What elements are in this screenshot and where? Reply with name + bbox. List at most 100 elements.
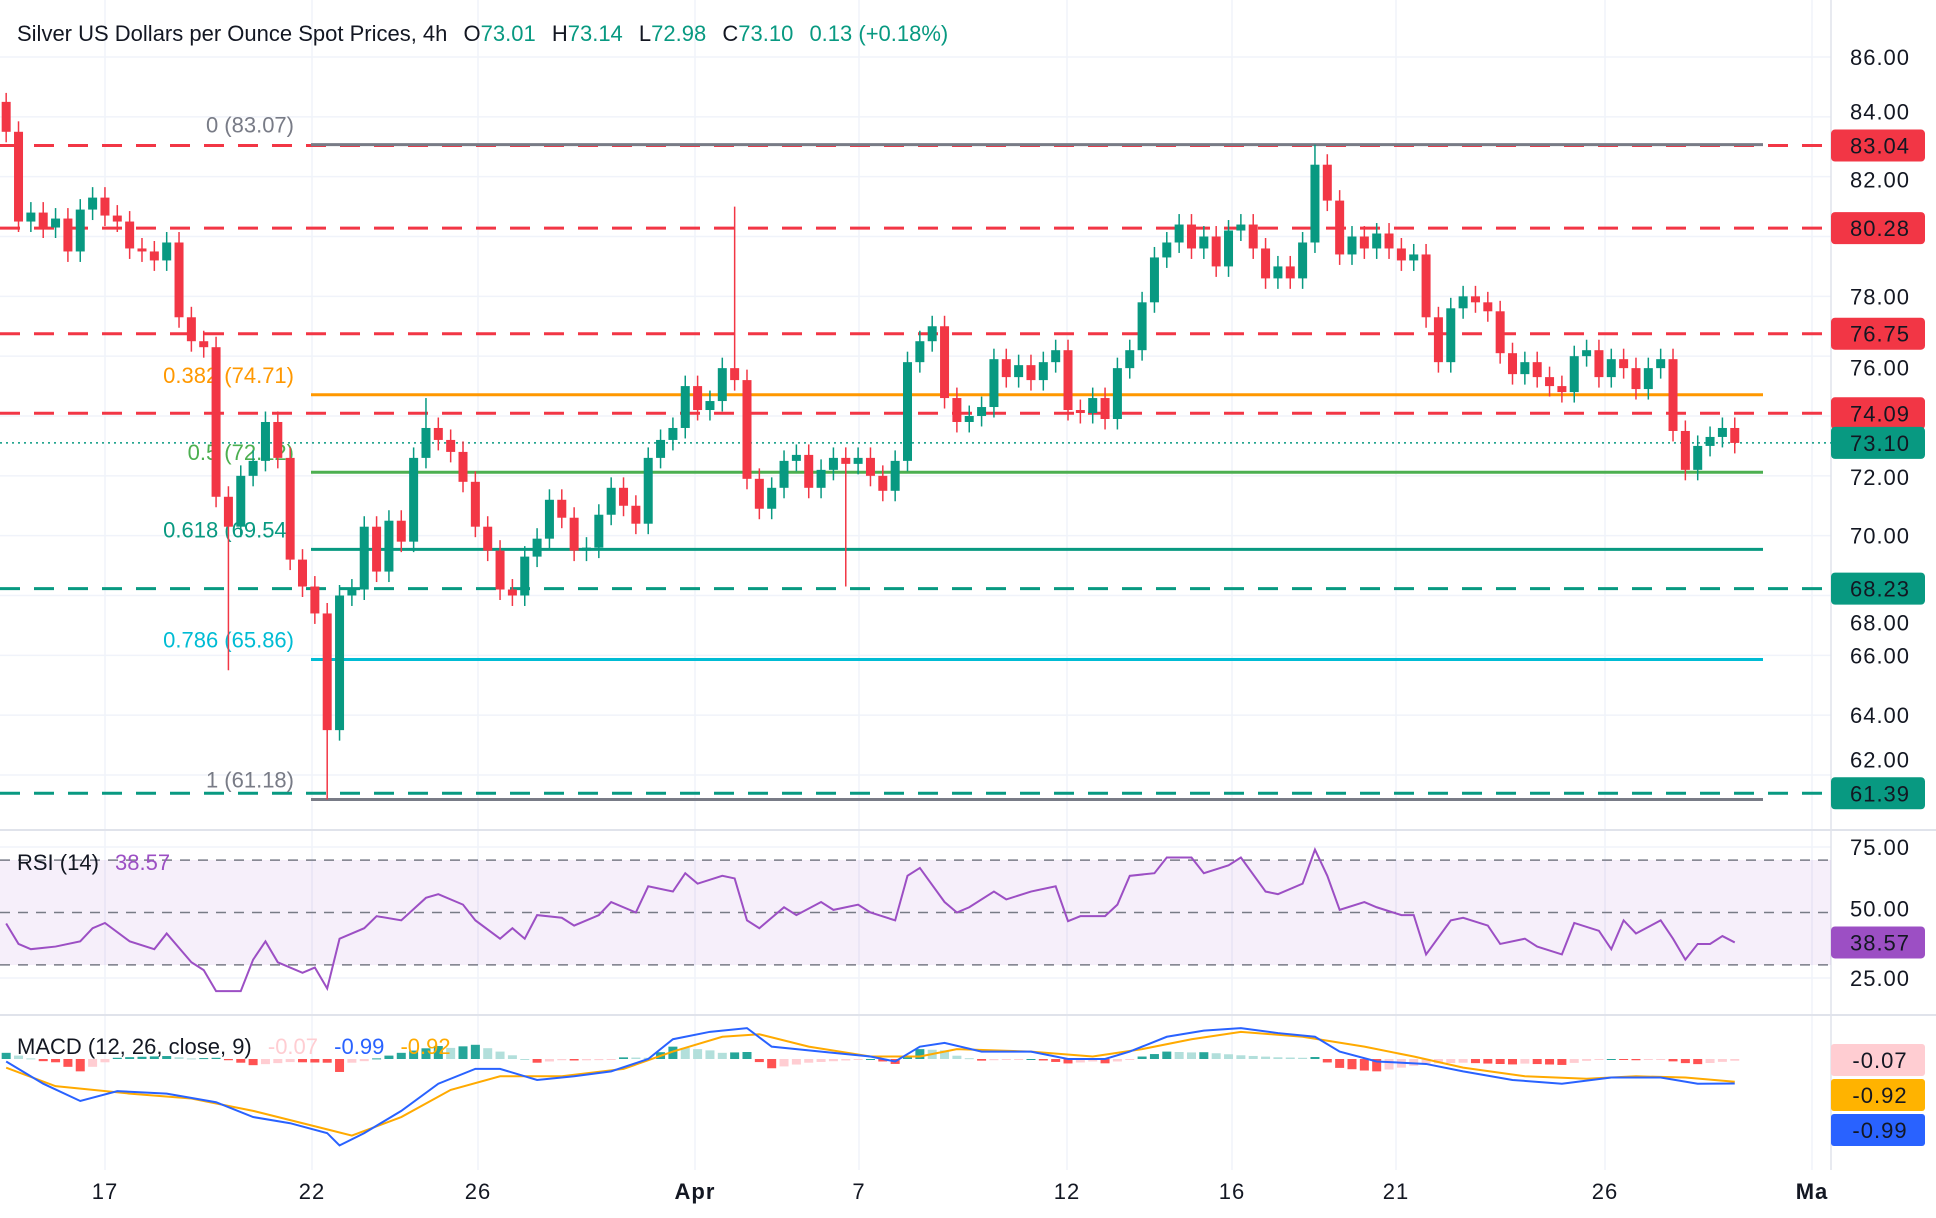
candle-body — [384, 520, 394, 572]
candle-body — [816, 469, 826, 488]
candle — [1236, 214, 1246, 241]
candle — [1619, 348, 1629, 379]
candle-body — [878, 475, 888, 491]
macd-histogram-bar — [137, 1056, 147, 1059]
candle-body — [520, 556, 530, 596]
macd-legend-macd: -0.99 — [334, 1034, 384, 1059]
candle — [483, 516, 493, 562]
macd-histogram-bar — [1125, 1059, 1135, 1060]
candle — [643, 447, 653, 535]
time-tick: 22 — [299, 1179, 325, 1204]
macd-histogram-bar — [1384, 1059, 1394, 1070]
macd-histogram-bar — [149, 1056, 159, 1059]
macd-pane[interactable] — [1, 1027, 1740, 1147]
candle-body — [211, 347, 221, 497]
candle-body — [606, 487, 616, 515]
macd-histogram-bar — [1569, 1059, 1579, 1063]
candle — [1409, 243, 1419, 271]
macd-histogram-bar — [1224, 1054, 1234, 1059]
candle — [680, 375, 690, 439]
candle — [952, 387, 962, 433]
candle-body — [544, 499, 554, 539]
macd-histogram-bar — [631, 1057, 641, 1059]
candle — [1026, 354, 1036, 391]
candle — [1174, 214, 1184, 253]
horizontal-levels[interactable] — [0, 144, 1831, 795]
macd-histogram-bar — [1619, 1059, 1629, 1060]
candle — [372, 516, 382, 583]
candle-body — [1384, 233, 1394, 249]
macd-histogram-bar — [828, 1059, 838, 1062]
candle-body — [298, 559, 308, 587]
candle-body — [1619, 359, 1629, 369]
candle — [1680, 420, 1690, 481]
price-label: 80.28 — [1850, 216, 1910, 241]
candle-body — [1310, 164, 1320, 243]
candle — [1495, 300, 1505, 364]
macd-histogram-bar — [520, 1059, 530, 1060]
rsi-pane[interactable] — [0, 847, 1831, 993]
candle — [1643, 357, 1653, 400]
macd-histogram-bar — [63, 1059, 73, 1067]
rsi-legend-value: 38.57 — [115, 850, 170, 875]
candle — [903, 351, 913, 472]
candle — [1532, 351, 1542, 388]
candle-body — [322, 613, 332, 731]
candle — [816, 459, 826, 499]
candle — [520, 546, 530, 606]
macd-histogram-bar — [1483, 1059, 1493, 1064]
macd-macd-label: -0.99 — [1852, 1118, 1907, 1143]
rsi-tick: 75.00 — [1850, 835, 1910, 860]
candle-body — [446, 439, 456, 452]
candle — [260, 411, 270, 472]
candle — [1261, 237, 1271, 289]
price-label-box — [1831, 317, 1925, 350]
macd-signal-label: -0.92 — [1852, 1083, 1907, 1108]
candle — [384, 510, 394, 583]
macd-histogram-bar — [1, 1052, 11, 1059]
candle-body — [433, 427, 443, 440]
candle-body — [125, 221, 135, 249]
candle — [878, 465, 888, 502]
candle-body — [1322, 164, 1332, 201]
macd-histogram-bar — [581, 1059, 591, 1061]
macd-histogram-bar — [1112, 1059, 1122, 1062]
candle-body — [14, 131, 24, 222]
candle — [88, 187, 98, 221]
candle — [1273, 255, 1283, 289]
macd-histogram-bar — [1211, 1053, 1221, 1059]
candle-body — [1446, 308, 1456, 363]
candle-body — [162, 242, 172, 261]
candle — [927, 315, 937, 352]
candle — [1483, 291, 1493, 322]
candle-body — [1026, 365, 1036, 381]
candle — [298, 549, 308, 598]
candle — [359, 516, 369, 600]
macd-histogram-bar — [1557, 1059, 1567, 1065]
macd-histogram-bar — [1545, 1059, 1555, 1065]
candle-body — [1483, 302, 1493, 312]
candle-body — [63, 218, 73, 252]
candle-body — [26, 212, 36, 222]
candle — [347, 579, 357, 606]
candle-body — [1162, 242, 1172, 258]
fibonacci-retracement[interactable]: 0 (83.07)0.382 (74.71)0.5 (72.12)0.618 (… — [163, 113, 1763, 802]
candle-body — [1199, 236, 1209, 249]
candle — [1038, 351, 1048, 391]
candle — [705, 390, 715, 421]
candle-body — [643, 457, 653, 524]
candle-body — [1038, 362, 1048, 381]
candle-body — [1631, 368, 1641, 390]
macd-legend: MACD (12, 26, close, 9) -0.07 -0.99 -0.9… — [17, 1034, 451, 1059]
macd-histogram-bar — [865, 1059, 875, 1060]
candle — [841, 447, 851, 587]
candle — [1668, 348, 1678, 442]
fib-level-label: 0.382 (74.71) — [163, 363, 294, 388]
axes[interactable]: 83.04 80.28 76.75 74.09 68.23 61.39 73.10 62.00… — [92, 45, 1925, 1204]
candle-body — [100, 197, 110, 216]
candle — [421, 398, 431, 469]
candle — [594, 504, 604, 559]
candle-body — [631, 505, 641, 524]
macd-histogram-bar — [1717, 1059, 1727, 1062]
